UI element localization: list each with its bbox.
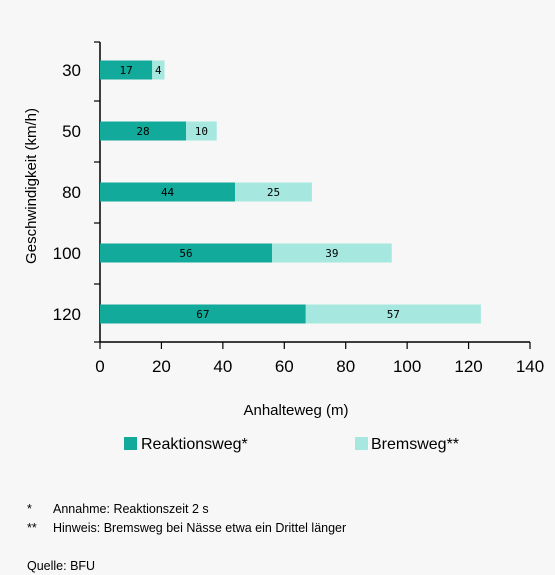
x-tick-label: 20 [152,357,171,376]
bar-value-label: 17 [119,64,132,77]
footnote-2-marker: ** [27,521,37,535]
bar-segment-reaktionsweg [100,60,153,80]
footnote-1-marker: * [27,502,32,516]
y-axis: 30 50 80 100 120 [53,41,101,343]
bar-value-label: 57 [387,308,400,321]
x-tick-label: 100 [393,357,421,376]
legend-label-reaktionsweg: Reaktionsweg* [141,436,248,453]
bar-value-label: 39 [325,247,338,260]
x-tick-label: 40 [213,357,232,376]
y-tick-label: 80 [62,183,81,202]
x-tick-label: 140 [516,357,544,376]
bar-segment-bremsweg [272,243,392,263]
source-note: Quelle: BFU [27,559,95,573]
bars: 17 4 28 10 44 25 56 39 67 57 [100,60,481,324]
bar-value-label: 56 [179,247,192,260]
y-tick-label: 100 [53,244,81,263]
bar-value-label: 28 [136,125,149,138]
y-tick-label: 30 [62,61,81,80]
legend-swatch-reaktionsweg [124,437,137,450]
x-tick-label: 120 [454,357,482,376]
x-tick-label: 0 [95,357,104,376]
bar-value-label: 25 [267,186,280,199]
bar-value-label: 67 [196,308,209,321]
footnote-2-text: Hinweis: Bremsweg bei Nässe etwa ein Dri… [53,521,346,535]
x-tick-label: 60 [275,357,294,376]
bar-segment-bremsweg [152,60,165,80]
bar-value-label: 4 [155,64,162,77]
bar-segment-reaktionsweg [100,243,272,263]
y-tick-label: 50 [62,122,81,141]
x-axis: 0 20 40 60 80 100 120 140 [95,341,544,376]
x-axis-title: Anhalteweg (m) [243,402,348,419]
bar-segment-reaktionsweg [100,304,306,324]
y-tick-label: 120 [53,305,81,324]
bar-segment-bremsweg [235,182,312,202]
bar-segment-bremsweg [186,121,217,141]
legend-swatch-bremsweg [355,437,368,450]
y-axis-title: Geschwindigkeit (km/h) [23,108,40,264]
bar-value-label: 10 [195,125,208,138]
legend: Reaktionsweg* Bremsweg** [124,436,459,453]
bar-segment-reaktionsweg [100,121,186,141]
bar-value-label: 44 [161,186,175,199]
bar-segment-reaktionsweg [100,182,236,202]
footnote-1-text: Annahme: Reaktionszeit 2 s [53,502,209,516]
footnotes: * Annahme: Reaktionszeit 2 s ** Hinweis:… [27,502,346,573]
legend-label-bremsweg: Bremsweg** [371,436,459,453]
x-tick-label: 80 [336,357,355,376]
bar-segment-bremsweg [305,304,481,324]
